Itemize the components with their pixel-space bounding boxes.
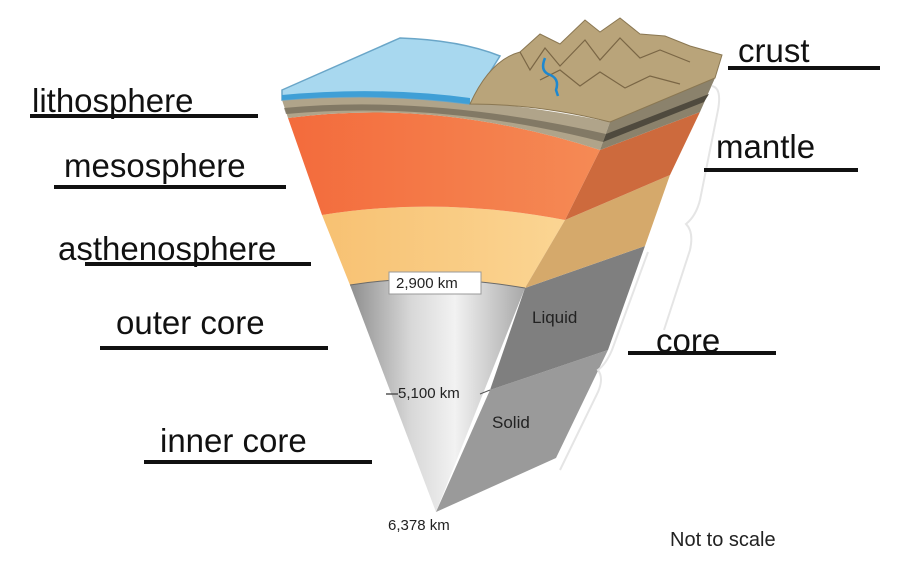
- label-lithosphere: lithosphere: [32, 82, 194, 119]
- river: [541, 57, 560, 97]
- label-asthenosphere: asthenosphere: [58, 232, 276, 265]
- depth-2900-box: [388, 271, 482, 295]
- label-inner-core: inner core: [160, 422, 307, 459]
- underline-core: [628, 351, 776, 355]
- depth-5100-label: 5,100 km: [398, 385, 460, 402]
- label-crust: crust: [738, 32, 810, 69]
- continent-surface: [469, 17, 723, 123]
- depth-2900-label: 2,900 km: [396, 275, 458, 292]
- zone-solid-label: Solid: [492, 413, 530, 432]
- outer-core-side-face: [490, 246, 645, 390]
- scale-note: Not to scale: [670, 529, 776, 551]
- label-outer-core: outer core: [116, 304, 265, 341]
- underline-mesosphere: [54, 185, 286, 189]
- label-asthenosphere-rest: sthenosphere: [76, 230, 277, 267]
- zone-liquid-label: Liquid: [532, 308, 578, 327]
- mountain-ridges: [519, 37, 691, 89]
- underline-asthenosphere: [85, 262, 311, 266]
- asthenosphere-side-face: [525, 175, 670, 288]
- ocean-edge-band: [282, 91, 470, 104]
- underline-mantle: [704, 168, 858, 172]
- mesosphere-front-face: [288, 112, 600, 220]
- underline-outer-core: [100, 346, 328, 350]
- core-front-face: [350, 279, 525, 512]
- underline-inner-core: [144, 460, 372, 464]
- crust-side-stratum: [603, 94, 709, 142]
- asthenosphere-front-face: [322, 206, 565, 288]
- underline-lithosphere: [30, 114, 258, 118]
- boundary-5100-line: [479, 389, 491, 395]
- label-mantle: mantle: [716, 128, 816, 165]
- label-asthenosphere-lead: a: [58, 230, 77, 267]
- inner-core-side-face: [436, 350, 608, 512]
- underline-crust: [728, 66, 880, 70]
- core-brace: [559, 251, 649, 471]
- crust-dark-stratum: [284, 104, 606, 142]
- mantle-side-face: [565, 112, 700, 220]
- mantle-brace: [663, 85, 721, 331]
- depth-6378-label: 6,378 km: [388, 517, 450, 534]
- label-mesosphere: mesosphere: [64, 147, 246, 184]
